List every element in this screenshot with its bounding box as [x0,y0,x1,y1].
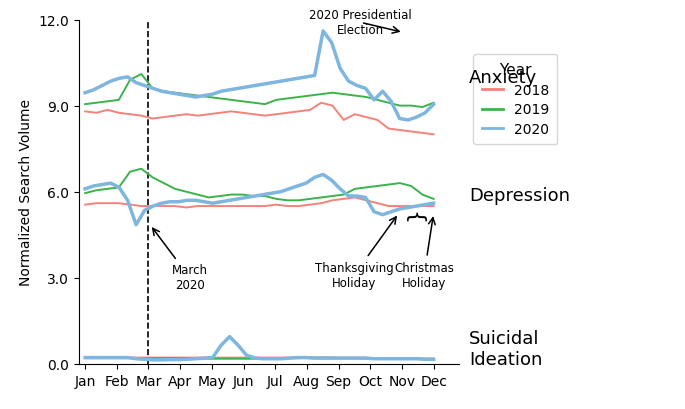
Text: Anxiety: Anxiety [469,69,538,87]
Legend: 2018, 2019, 2020: 2018, 2019, 2020 [473,55,558,145]
Text: {: { [403,211,423,225]
Text: 2020 Presidential
Election: 2020 Presidential Election [310,9,412,37]
Text: Depression: Depression [469,186,570,204]
Text: March
2020: March 2020 [153,229,208,292]
Text: Thanksgiving
Holiday: Thanksgiving Holiday [315,217,396,289]
Y-axis label: Normalized Search Volume: Normalized Search Volume [18,99,33,285]
Text: Suicidal
Ideation: Suicidal Ideation [469,329,543,368]
Text: Christmas
Holiday: Christmas Holiday [394,218,454,289]
